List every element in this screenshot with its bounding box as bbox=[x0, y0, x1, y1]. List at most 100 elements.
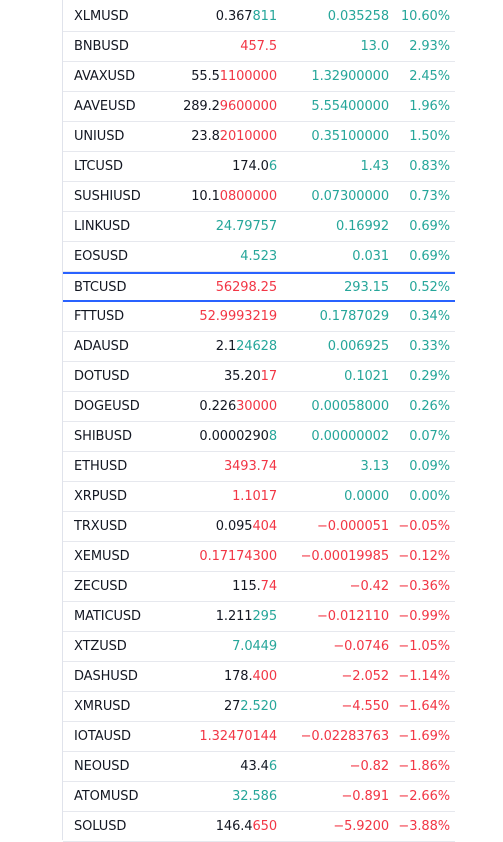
last-price: 4.523 bbox=[240, 242, 277, 271]
watchlist-row-ltcusd[interactable]: LTCUSD 174.0 6 1.43 0.83% bbox=[63, 152, 455, 182]
last-price: 2.1 24628 bbox=[216, 332, 277, 361]
watchlist-row-eosusd[interactable]: EOSUSD 4.523 0.031 0.69% bbox=[63, 242, 455, 272]
percent-change: −1.14% bbox=[398, 669, 450, 684]
percent-change: −1.05% bbox=[398, 639, 450, 654]
price-change: 0.35100000 bbox=[311, 129, 389, 144]
last-price-changed-digits: 650 bbox=[252, 819, 277, 834]
watchlist-row-xtzusd[interactable]: XTZUSD 7.0449 −0.0746 −1.05% bbox=[63, 632, 455, 662]
last-price: 0.095 404 bbox=[216, 512, 277, 541]
watchlist-row-uniusd[interactable]: UNIUSD 23.8 2010000 0.35100000 1.50% bbox=[63, 122, 455, 152]
price-change: 0.035258 bbox=[327, 9, 389, 24]
watchlist-row-dotusd[interactable]: DOTUSD 35.20 17 0.1021 0.29% bbox=[63, 362, 455, 392]
symbol-label: BNBUSD bbox=[74, 39, 129, 54]
percent-change: 10.60% bbox=[401, 9, 450, 24]
symbol-label: FTTUSD bbox=[74, 309, 125, 324]
last-price-changed-digits: 1.32470144 bbox=[199, 729, 277, 744]
price-change: 1.32900000 bbox=[311, 69, 389, 84]
symbol-label: SUSHIUSD bbox=[74, 189, 141, 204]
watchlist-row-iotausd[interactable]: IOTAUSD 1.32470144 −0.02283763 −1.69% bbox=[63, 722, 455, 752]
price-change: −0.02283763 bbox=[300, 729, 389, 744]
watchlist-row-maticusd[interactable]: MATICUSD 1.211 295 −0.012110 −0.99% bbox=[63, 602, 455, 632]
price-change: −0.891 bbox=[341, 789, 389, 804]
last-price-changed-digits: 6 bbox=[268, 759, 277, 774]
price-change: 0.031 bbox=[352, 249, 389, 264]
percent-change: 0.33% bbox=[409, 339, 450, 354]
price-change: 0.00058000 bbox=[311, 399, 389, 414]
price-change: −0.00019985 bbox=[300, 549, 389, 564]
last-price: 1.1017 bbox=[232, 482, 277, 511]
last-price: 27 2.520 bbox=[224, 692, 277, 721]
last-price-stable-digits: 10.1 bbox=[191, 189, 220, 204]
symbol-label: XLMUSD bbox=[74, 9, 129, 24]
percent-change: 0.09% bbox=[409, 459, 450, 474]
last-price-changed-digits: 0.17174300 bbox=[199, 549, 277, 564]
watchlist-row-trxusd[interactable]: TRXUSD 0.095 404 −0.000051 −0.05% bbox=[63, 512, 455, 542]
last-price-changed-digits: 404 bbox=[252, 519, 277, 534]
price-change: 3.13 bbox=[360, 459, 389, 474]
percent-change: −1.64% bbox=[398, 699, 450, 714]
last-price-changed-digits: 811 bbox=[252, 9, 277, 24]
percent-change: 0.34% bbox=[409, 309, 450, 324]
watchlist-row-aaveusd[interactable]: AAVEUSD 289.2 9600000 5.55400000 1.96% bbox=[63, 92, 455, 122]
symbol-label: LINKUSD bbox=[74, 219, 131, 234]
last-price-changed-digits: 32.586 bbox=[232, 789, 277, 804]
percent-change: 0.26% bbox=[409, 399, 450, 414]
last-price: 43.4 6 bbox=[240, 752, 277, 781]
symbol-label: ZECUSD bbox=[74, 579, 128, 594]
last-price-stable-digits: 0.367 bbox=[215, 9, 253, 24]
watchlist-row-xemusd[interactable]: XEMUSD 0.17174300 −0.00019985 −0.12% bbox=[63, 542, 455, 572]
last-price-changed-digits: 24628 bbox=[236, 339, 277, 354]
watchlist-row-shibusd[interactable]: SHIBUSD 0.0000290 8 0.00000002 0.07% bbox=[63, 422, 455, 452]
percent-change: 0.29% bbox=[409, 369, 450, 384]
symbol-label: LTCUSD bbox=[74, 159, 123, 174]
watchlist-row-avaxusd[interactable]: AVAXUSD 55.5 1100000 1.32900000 2.45% bbox=[63, 62, 455, 92]
last-price-stable-digits: 35.20 bbox=[223, 369, 261, 384]
symbol-label: XMRUSD bbox=[74, 699, 131, 714]
watchlist-row-neousd[interactable]: NEOUSD 43.4 6 −0.82 −1.86% bbox=[63, 752, 455, 782]
percent-change: −1.69% bbox=[398, 729, 450, 744]
watchlist-row-dogeusd[interactable]: DOGEUSD 0.226 30000 0.00058000 0.26% bbox=[63, 392, 455, 422]
watchlist-row-xrpusd[interactable]: XRPUSD 1.1017 0.0000 0.00% bbox=[63, 482, 455, 512]
last-price-changed-digits: 1.1017 bbox=[232, 489, 277, 504]
percent-change: 1.50% bbox=[409, 129, 450, 144]
last-price-changed-digits: 6 bbox=[268, 159, 277, 174]
watchlist-row-btcusd[interactable]: BTCUSD 56298.25 293.15 0.52% bbox=[63, 272, 455, 302]
watchlist-row-zecusd[interactable]: ZECUSD 115. 74 −0.42 −0.36% bbox=[63, 572, 455, 602]
watchlist-row-ethusd[interactable]: ETHUSD 3493.74 3.13 0.09% bbox=[63, 452, 455, 482]
price-change: 0.006925 bbox=[327, 339, 389, 354]
percent-change: 1.96% bbox=[409, 99, 450, 114]
watchlist-row-xlmusd[interactable]: XLMUSD 0.367 811 0.035258 10.60% bbox=[63, 2, 455, 32]
watchlist-row-solusd[interactable]: SOLUSD 146.4 650 −5.9200 −3.88% bbox=[63, 812, 455, 842]
last-price-stable-digits: 0.0000290 bbox=[199, 429, 269, 444]
last-price-changed-digits: 9600000 bbox=[219, 99, 277, 114]
symbol-label: AAVEUSD bbox=[74, 99, 136, 114]
symbol-label: EOSUSD bbox=[74, 249, 128, 264]
last-price: 0.17174300 bbox=[199, 542, 277, 571]
watchlist-row-dashusd[interactable]: DASHUSD 178. 400 −2.052 −1.14% bbox=[63, 662, 455, 692]
price-change: 0.07300000 bbox=[311, 189, 389, 204]
watchlist-row-sushiusd[interactable]: SUSHIUSD 10.1 0800000 0.07300000 0.73% bbox=[63, 182, 455, 212]
percent-change: 0.00% bbox=[409, 489, 450, 504]
watchlist-row-fttusd[interactable]: FTTUSD 52.9993219 0.1787029 0.34% bbox=[63, 302, 455, 332]
last-price-changed-digits: 74 bbox=[260, 579, 277, 594]
last-price-changed-digits: 1100000 bbox=[219, 69, 277, 84]
price-change: −5.9200 bbox=[333, 819, 389, 834]
symbol-label: ATOMUSD bbox=[74, 789, 139, 804]
last-price-changed-digits: 8 bbox=[268, 429, 277, 444]
price-change: 5.55400000 bbox=[311, 99, 389, 114]
last-price: 0.0000290 8 bbox=[199, 422, 277, 451]
percent-change: −1.86% bbox=[398, 759, 450, 774]
watchlist-row-atomusd[interactable]: ATOMUSD 32.586 −0.891 −2.66% bbox=[63, 782, 455, 812]
symbol-label: XEMUSD bbox=[74, 549, 130, 564]
watchlist-row-xmrusd[interactable]: XMRUSD 27 2.520 −4.550 −1.64% bbox=[63, 692, 455, 722]
symbol-label: NEOUSD bbox=[74, 759, 130, 774]
symbol-label: BTCUSD bbox=[74, 279, 127, 295]
last-price-stable-digits: 43.4 bbox=[240, 759, 269, 774]
last-price-changed-digits: 7.0449 bbox=[232, 639, 277, 654]
percent-change: −2.66% bbox=[398, 789, 450, 804]
symbol-label: MATICUSD bbox=[74, 609, 141, 624]
watchlist-row-bnbusd[interactable]: BNBUSD 457.5 13.0 2.93% bbox=[63, 32, 455, 62]
watchlist-row-linkusd[interactable]: LINKUSD 24.79757 0.16992 0.69% bbox=[63, 212, 455, 242]
watchlist-row-adausd[interactable]: ADAUSD 2.1 24628 0.006925 0.33% bbox=[63, 332, 455, 362]
last-price-changed-digits: 4.523 bbox=[240, 249, 277, 264]
